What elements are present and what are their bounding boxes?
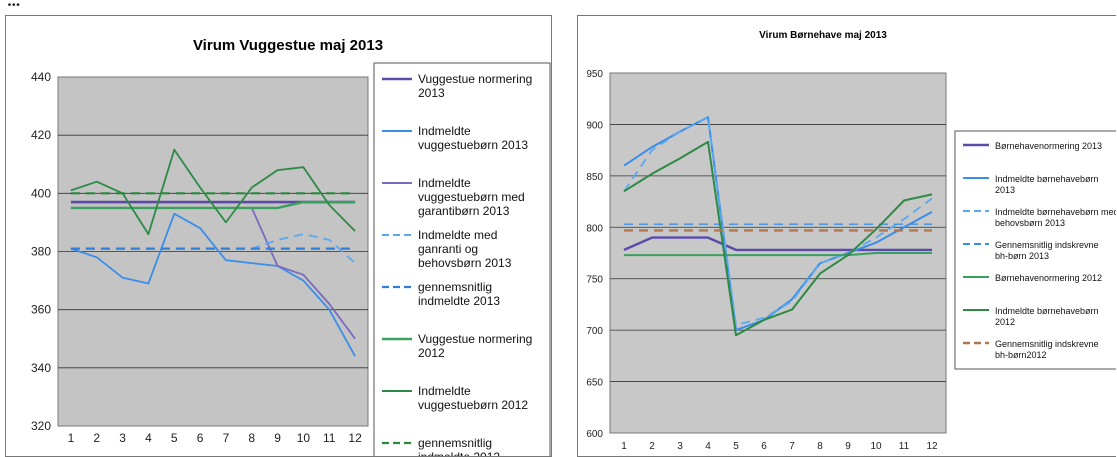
x-tick-label: 5 — [733, 441, 739, 452]
legend-label: Børnehavenormering 2013 — [995, 141, 1102, 151]
page-caption: ... — [8, 0, 21, 10]
y-tick-label: 440 — [31, 70, 51, 84]
x-tick-label: 6 — [197, 431, 204, 445]
legend-label: Indmeldte børnehavebørn 2012 — [995, 306, 1099, 327]
legend-label: Vuggestue normering 2013 — [418, 72, 532, 100]
chart-boernehave: Virum Børnehave maj 2013 600 650 700 750 800 8… — [586, 30, 1116, 452]
x-tick-label: 7 — [789, 441, 795, 452]
x-tick-label: 4 — [705, 441, 711, 452]
y-tick-label: 750 — [586, 275, 603, 286]
legend-label: gennemsnitlig indmeldte 2013 — [418, 280, 500, 308]
y-tick-label: 320 — [31, 419, 51, 433]
chart-panel-boernehave: Virum Børnehave maj 2013 600 650 700 750 800 8… — [577, 15, 1116, 457]
y-tick-label: 360 — [31, 303, 51, 317]
chart-title: Virum Børnehave maj 2013 — [759, 30, 887, 41]
y-tick-label: 420 — [31, 128, 51, 142]
series-line-3 — [623, 116, 933, 326]
x-tick-label: 3 — [677, 441, 683, 452]
y-tick-label: 650 — [586, 378, 603, 389]
legend-label: Indmeldte børnehavebørn 2013 — [995, 174, 1099, 195]
y-tick-label: 400 — [31, 186, 51, 200]
y-tick-label: 380 — [31, 245, 51, 259]
x-tick-label: 9 — [274, 431, 281, 445]
x-tick-label: 10 — [297, 431, 311, 445]
legend-label: Indmeldte vuggestuebørn 2013 — [418, 124, 528, 152]
y-tick-label: 850 — [586, 172, 603, 183]
series-line-6 — [70, 200, 356, 210]
chart-panel-vuggestue: Virum Vuggestue maj 2013 320 340 360 380 400 4… — [5, 15, 552, 457]
chart-title: Virum Vuggestue maj 2013 — [193, 37, 383, 54]
chart-vuggestue: Virum Vuggestue maj 2013 320 340 360 380 400 4… — [31, 37, 551, 456]
y-tick-label: 700 — [586, 326, 603, 337]
x-tick-label: 8 — [817, 441, 823, 452]
series-line-6 — [623, 140, 933, 337]
x-tick-label: 9 — [845, 441, 851, 452]
legend-box — [954, 130, 1116, 370]
x-tick-label: 10 — [870, 441, 882, 452]
x-tick-label: 8 — [248, 431, 255, 445]
legend-label: Vuggestue normering 2012 — [418, 332, 532, 360]
x-tick-label: 3 — [119, 431, 126, 445]
legend-label: Gennemsnitlig indskrevne bh-børn2012 — [995, 339, 1099, 360]
x-tick-label: 4 — [145, 431, 152, 445]
legend-label: Børnehavenormering 2012 — [995, 273, 1102, 283]
series-line-7 — [70, 148, 356, 236]
x-tick-label: 2 — [649, 441, 655, 452]
x-tick-label: 1 — [68, 431, 75, 445]
y-tick-label: 600 — [586, 429, 603, 440]
x-tick-label: 6 — [761, 441, 767, 452]
x-tick-label: 2 — [93, 431, 100, 445]
series-line-2 — [70, 212, 356, 357]
legend-label: Indmeldte børnehavebørn med behovsbørn 20… — [995, 207, 1116, 228]
x-tick-label: 5 — [171, 431, 178, 445]
x-tick-label: 12 — [348, 431, 362, 445]
x-tick-label: 11 — [899, 441, 910, 452]
legend-label: Indmeldte vuggestuebørn med garantibørn 20… — [418, 176, 525, 218]
x-tick-label: 7 — [223, 431, 230, 445]
x-tick-label: 12 — [926, 441, 938, 452]
x-tick-label: 1 — [621, 441, 627, 452]
y-tick-label: 340 — [31, 361, 51, 375]
legend-label: Gennemsnitlig indskrevne bh-børn 2013 — [995, 240, 1099, 261]
series-line-1 — [623, 236, 932, 252]
y-tick-label: 950 — [586, 69, 603, 80]
y-tick-label: 800 — [586, 223, 603, 234]
legend-label: Indmeldte vuggestuebørn 2012 — [418, 384, 528, 412]
x-tick-label: 11 — [323, 431, 336, 445]
series-line-5 — [624, 252, 932, 257]
legend-label: Indmeldte med ganranti og behovsbørn 2013 — [418, 228, 512, 270]
y-tick-label: 900 — [586, 120, 603, 131]
